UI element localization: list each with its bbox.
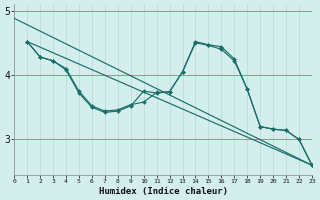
- X-axis label: Humidex (Indice chaleur): Humidex (Indice chaleur): [99, 187, 228, 196]
